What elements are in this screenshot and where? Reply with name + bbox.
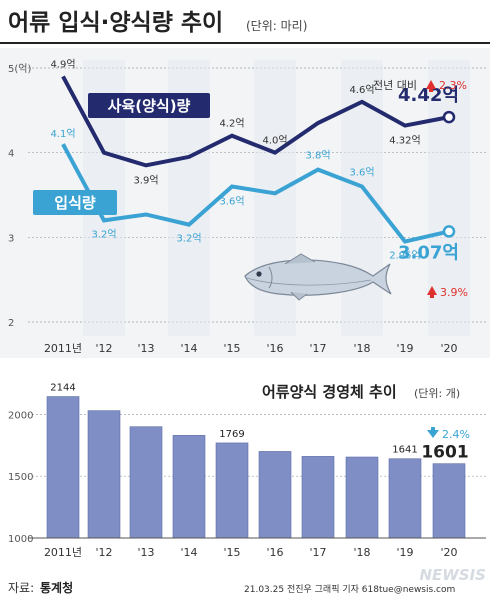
series-end-marker: [442, 225, 456, 238]
data-label: 4.0억: [262, 135, 287, 147]
up-arrow-icon: [427, 286, 437, 298]
up-arrow-icon: [426, 80, 436, 92]
source-label: 자료:: [8, 581, 34, 595]
bar: [215, 442, 249, 539]
bar: [87, 410, 121, 539]
data-label: 3.2억: [176, 233, 201, 245]
x-tick-label: '14: [180, 546, 197, 559]
y-tick-label: 3: [8, 233, 14, 244]
bar-chart-unit: (단위: 개): [414, 387, 460, 400]
x-tick-label: '18: [353, 342, 370, 355]
bar-chart: 어류양식 경영체 추이 (단위: 개) 2000 1500 1000 2144 176…: [8, 383, 486, 559]
year-band: [428, 60, 470, 336]
y-tick-label: 2000: [8, 410, 33, 421]
data-label: 1641: [392, 445, 417, 456]
bar: [432, 463, 466, 539]
x-tick-label: '17: [309, 546, 326, 559]
bar: [258, 451, 292, 539]
bar: [345, 456, 379, 539]
yoy-bar-annotation: 2.4%: [427, 427, 470, 441]
x-tick-label: '18: [353, 546, 370, 559]
yoy-label: 전년 대비: [373, 79, 417, 92]
x-tick-label: '16: [266, 342, 283, 355]
series-line: [61, 75, 450, 168]
data-label: 2.95억: [389, 250, 420, 262]
x-tick-label: '16: [266, 546, 283, 559]
title-unit: (단위: 마리): [246, 19, 307, 33]
down-arrow-icon: [427, 427, 439, 438]
fish-illustration: [244, 253, 392, 301]
page-title: 어류 입식·양식량 추이: [8, 10, 223, 36]
y-tick-label: 1000: [8, 534, 33, 545]
data-label: 4.2억: [219, 118, 244, 130]
x-tick-label: '17: [309, 342, 326, 355]
x-tick-label: 2011년: [44, 342, 82, 355]
data-label: 3.6억: [349, 167, 374, 179]
data-label: 3.6억: [219, 196, 244, 208]
bar: [301, 456, 335, 539]
bar: [129, 426, 163, 539]
data-label: 1601: [421, 443, 468, 463]
data-label: 2144: [50, 383, 75, 394]
footer: 자료: 통계청 21.03.25 전진우 그래픽 기자 618tue@newsi…: [8, 566, 486, 595]
yoy-dark-annotation: 전년 대비 2.3%: [373, 79, 467, 92]
data-label: 4.6억: [349, 84, 374, 96]
series-tag-light: 입식량: [33, 190, 117, 215]
data-label: 1769: [219, 429, 244, 440]
series-end-marker: [442, 110, 456, 124]
y-tick-label: 1500: [8, 472, 33, 483]
series-line: [61, 143, 450, 244]
x-tick-label: '14: [180, 342, 197, 355]
x-tick-label: '12: [95, 342, 112, 355]
yoy-light-annotation: 3.9%: [427, 286, 468, 299]
data-label: 3.8억: [305, 150, 330, 162]
x-tick-label: '20: [440, 342, 457, 355]
x-tick-label: '15: [223, 342, 240, 355]
x-tick-label: '15: [223, 546, 240, 559]
x-tick-label: '12: [95, 546, 112, 559]
bar: [388, 458, 422, 539]
x-tick-label: '19: [396, 546, 413, 559]
series-tag-dark: 사육(양식)량: [88, 93, 210, 118]
x-tick-label: '19: [396, 342, 413, 355]
x-tick-label: '13: [137, 342, 154, 355]
y-tick-label: 5(억): [8, 63, 31, 75]
yoy-bar-change: 2.4%: [442, 428, 470, 441]
line-chart: 5(억) 4 3 2 4.9억 3.9억 4.2억 4.0억 4.6억 4.32억 4.42억 4.…: [0, 48, 490, 358]
data-label: 4.42억: [398, 85, 459, 106]
watermark: NEWSIS: [419, 566, 486, 584]
series-name-dark: 사육(양식)량: [108, 97, 191, 115]
bar: [46, 396, 80, 539]
data-label: 4.1억: [50, 128, 75, 140]
x-tick-label: 2011년: [44, 546, 82, 559]
data-label: 3.9억: [133, 174, 158, 186]
data-label: 4.32억: [389, 135, 420, 147]
yoy-light-change: 3.9%: [440, 286, 468, 299]
data-label: 4.9억: [50, 58, 75, 70]
series-name-light: 입식량: [54, 194, 96, 212]
bar-chart-title: 어류양식 경영체 추이: [262, 383, 397, 401]
x-tick-label: '13: [137, 546, 154, 559]
data-label: 3.07억: [398, 242, 459, 263]
bar: [172, 435, 206, 539]
credit-line: 21.03.25 전진우 그래픽 기자 618tue@newsis.com: [244, 584, 455, 595]
y-tick-label: 4: [8, 149, 14, 160]
x-tick-label: '20: [440, 546, 457, 559]
yoy-dark-change: 2.3%: [439, 79, 467, 92]
source-name: 통계청: [40, 580, 73, 595]
y-tick-label: 2: [8, 318, 14, 329]
data-label: 3.2억: [91, 228, 116, 240]
